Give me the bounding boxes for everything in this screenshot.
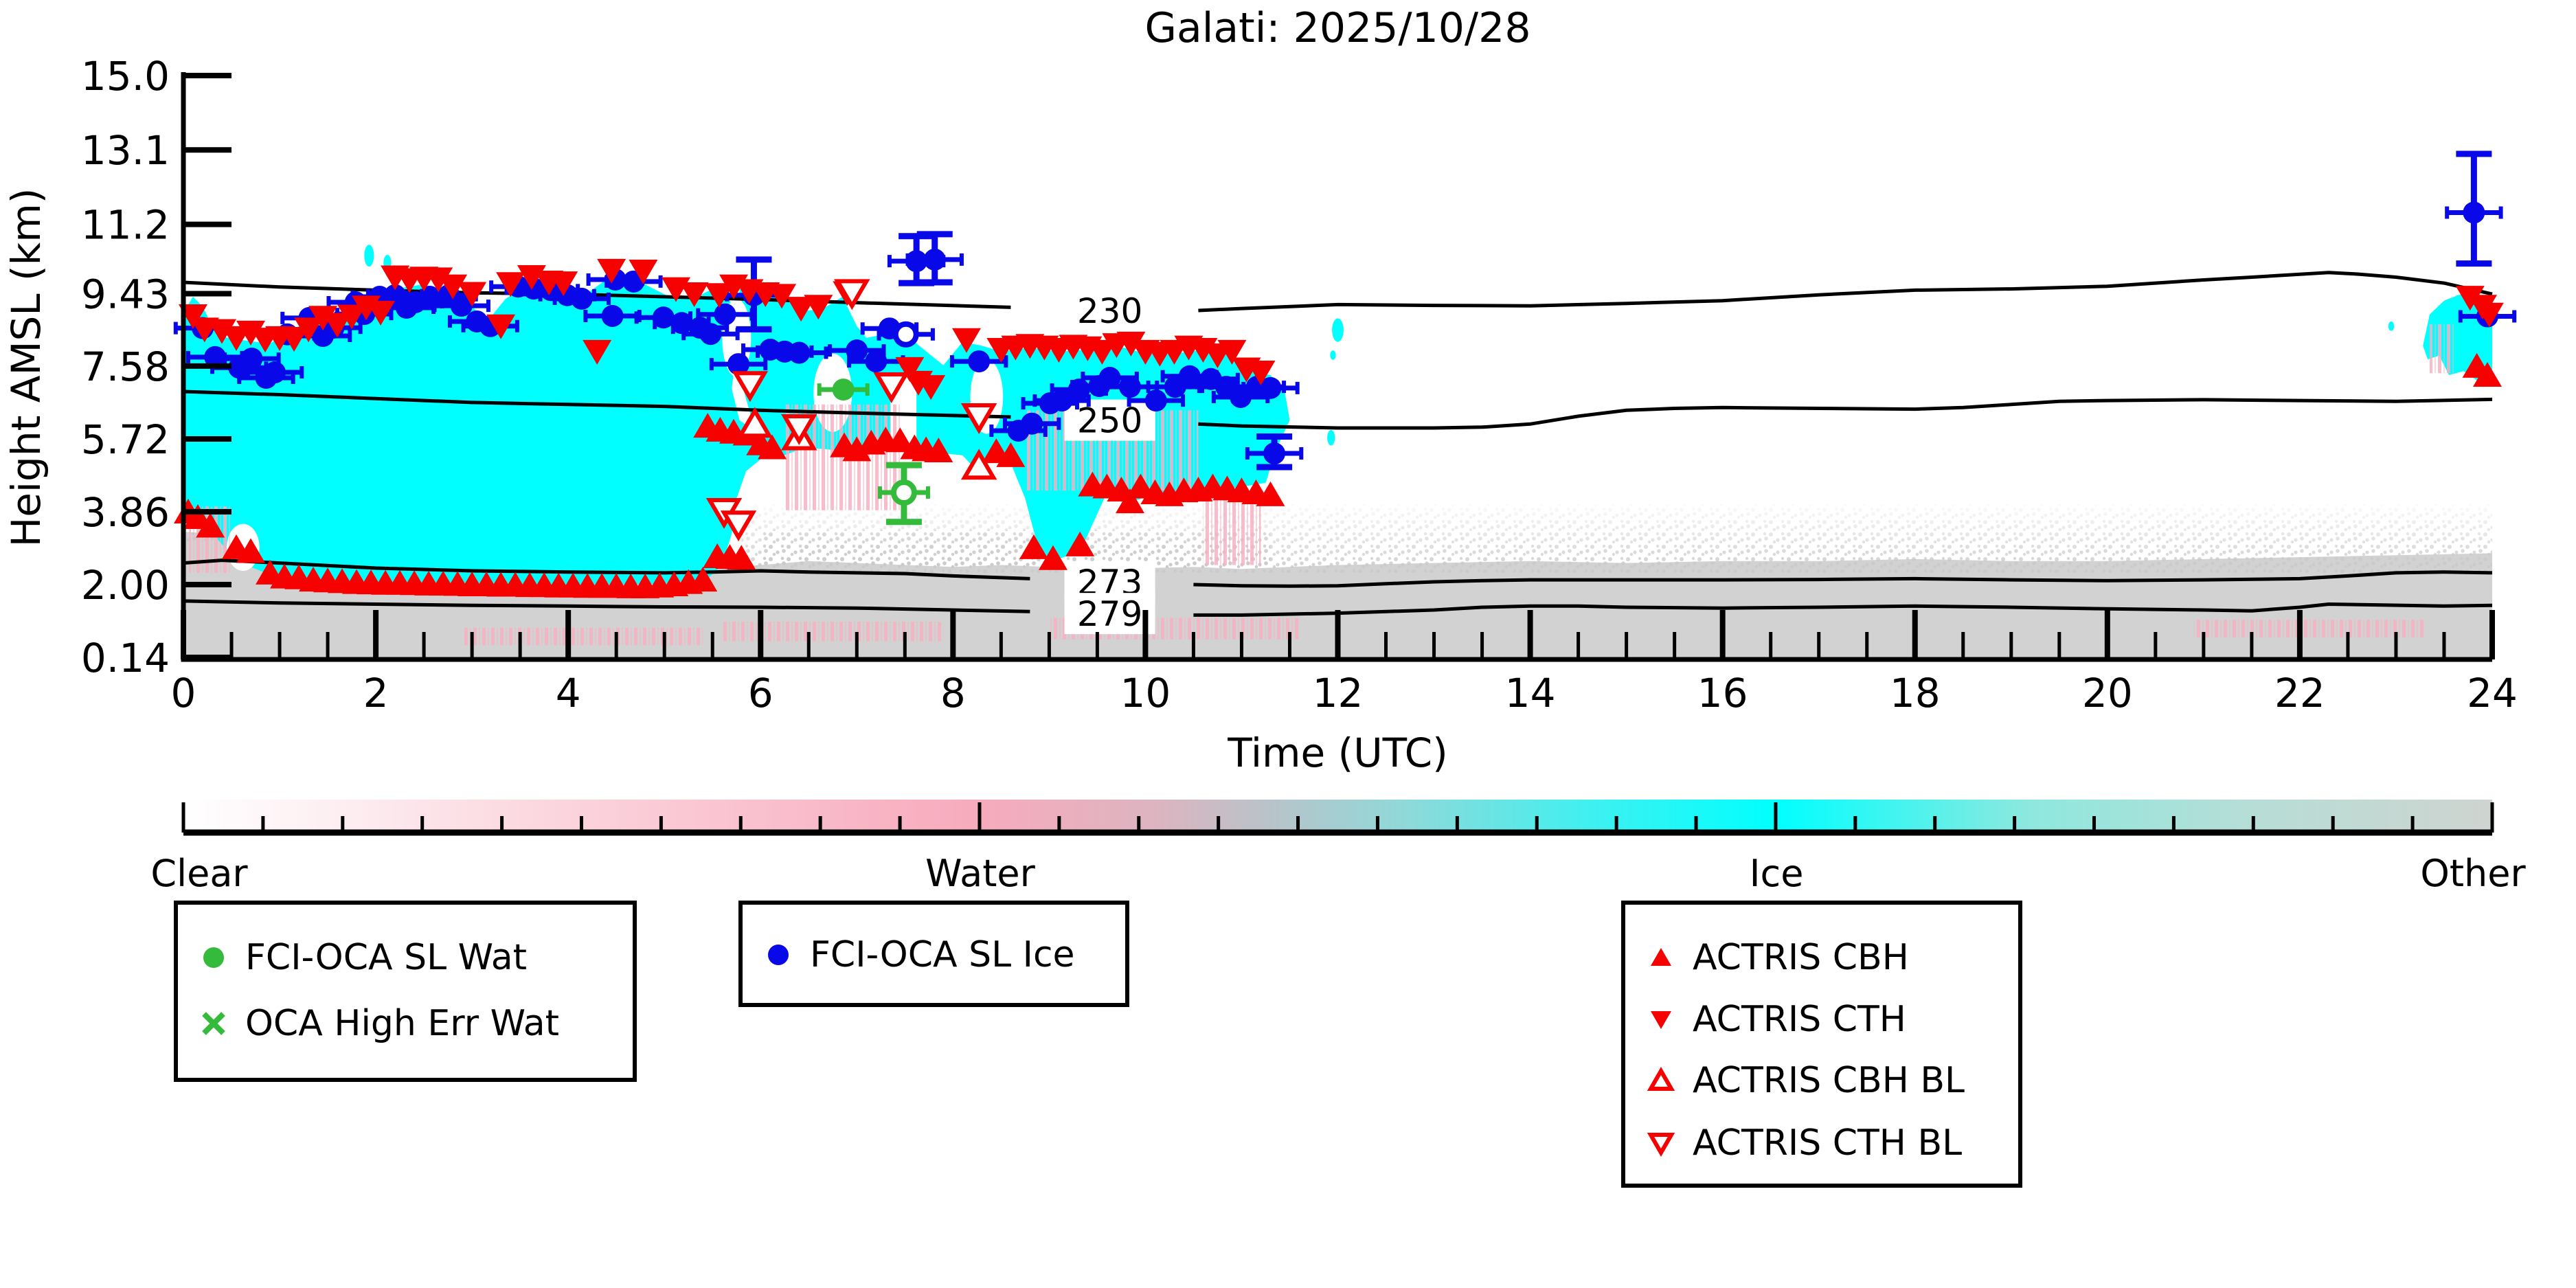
legend-item: ACTRIS CTH (1643, 995, 1906, 1043)
series-actris-cbh (174, 352, 2502, 598)
y-tick-label: 2.00 (81, 562, 170, 609)
series-actris-cth-bl (705, 279, 997, 542)
green-x-icon (202, 1012, 225, 1035)
y-axis-title: Height AMSL (km) (3, 188, 49, 547)
x-tick-label: 0 (171, 670, 196, 716)
x-tick-label: 10 (1120, 670, 1171, 716)
x-tick-label: 24 (2467, 670, 2518, 716)
colorbar-label-clear: Clear (150, 852, 248, 895)
x-tick-label: 6 (748, 670, 773, 716)
legend-label: ACTRIS CTH BL (1693, 1122, 1963, 1164)
colorbar-label-other: Other (2420, 852, 2526, 895)
water-streaks (462, 627, 703, 646)
legend-box-water: FCI-OCA SL Wat OCA High Err Wat (174, 901, 637, 1082)
y-tick-label: 9.43 (81, 271, 170, 317)
legend-item: FCI-OCA SL Wat (196, 934, 527, 982)
series-actris-cth (179, 258, 2504, 400)
red-triangle-up-icon (1651, 948, 1671, 966)
x-tick-label: 22 (2274, 670, 2325, 716)
contour-label: 230 (1077, 291, 1142, 331)
legend-item: FCI-OCA SL Ice (760, 931, 1075, 979)
legend-label: FCI-OCA SL Ice (810, 934, 1075, 975)
blue-circle-icon (768, 945, 789, 965)
contour-label: 250 (1077, 401, 1142, 441)
y-tick-label: 13.1 (81, 127, 170, 174)
legend-item: ACTRIS CTH BL (1643, 1119, 1962, 1167)
x-axis-title: Time (UTC) (1228, 730, 1448, 776)
water-streaks (2429, 324, 2456, 374)
y-tick-label: 15.0 (81, 53, 170, 100)
y-tick-label: 0.14 (81, 635, 170, 681)
other-speckle (760, 530, 1271, 569)
legend-item: OCA High Err Wat (196, 999, 559, 1048)
water-streaks (2193, 620, 2425, 637)
x-tick-label: 14 (1505, 670, 1556, 716)
legend-box-actris: ACTRIS CBH ACTRIS CTH ACTRIS CBH BL ACTR… (1621, 901, 2022, 1188)
legend-box-ice: FCI-OCA SL Ice (738, 901, 1129, 1007)
x-tick-label: 8 (940, 670, 966, 716)
legend-item: ACTRIS CBH BL (1643, 1057, 1965, 1105)
legend-item: ACTRIS CBH (1643, 934, 1909, 982)
colorbar (181, 800, 2494, 836)
colorbar-label-ice: Ice (1749, 852, 1804, 895)
contour-label: 279 (1077, 594, 1142, 634)
page-title: Galati: 2025/10/28 (1144, 4, 1531, 52)
red-triangle-down-icon (1651, 1011, 1671, 1029)
y-tick-label: 7.58 (81, 343, 170, 390)
water-streaks (722, 622, 944, 642)
legend-label: ACTRIS CBH (1693, 937, 1909, 978)
series-actris-cbh-bl (736, 407, 997, 480)
green-circle-icon (203, 947, 224, 968)
red-open-triangle-up-icon (1647, 1066, 1675, 1091)
x-tick-label: 12 (1313, 670, 1364, 716)
y-tick-label: 5.72 (81, 416, 170, 463)
colorbar-label-water: Water (925, 852, 1035, 895)
ice-cloud-region (183, 277, 766, 586)
y-tick-label: 11.2 (81, 201, 170, 248)
legend-label: ACTRIS CBH BL (1693, 1060, 1965, 1101)
legend-label: ACTRIS CTH (1693, 999, 1906, 1040)
x-tick-label: 2 (363, 670, 389, 716)
x-tick-label: 16 (1697, 670, 1748, 716)
x-tick-label: 4 (556, 670, 581, 716)
red-open-triangle-down-icon (1647, 1133, 1675, 1157)
legend-label: OCA High Err Wat (245, 1003, 559, 1044)
y-tick-label: 3.86 (81, 489, 170, 536)
x-tick-label: 20 (2082, 670, 2133, 716)
x-tick-label: 18 (1890, 670, 1941, 716)
legend-label: FCI-OCA SL Wat (245, 937, 527, 978)
series-fci-oca-sl-wat (817, 379, 930, 526)
